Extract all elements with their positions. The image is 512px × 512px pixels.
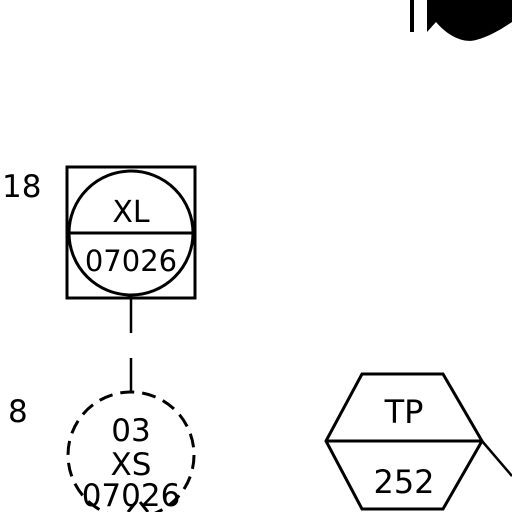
- row-number-18: 18: [2, 169, 41, 205]
- hexagon-top-text: TP: [384, 393, 424, 431]
- partial-symbol-top-right: [410, 0, 512, 41]
- row-number-8: 8: [8, 394, 28, 430]
- hexagon-connector: [481, 440, 512, 477]
- dashed-symbol-line2: XS: [111, 447, 152, 483]
- dashed-symbol-line1: 03: [111, 413, 150, 449]
- hexagon-bottom-text: 252: [373, 463, 434, 501]
- square-symbol-top-text: XL: [112, 195, 150, 230]
- square-circle-symbol: XL 07026: [65, 165, 197, 300]
- square-symbol-bottom-text: 07026: [85, 244, 177, 278]
- hexagon-symbol: TP 252: [324, 372, 484, 511]
- dashed-circle-symbol: 03 XS 07026: [66, 390, 196, 512]
